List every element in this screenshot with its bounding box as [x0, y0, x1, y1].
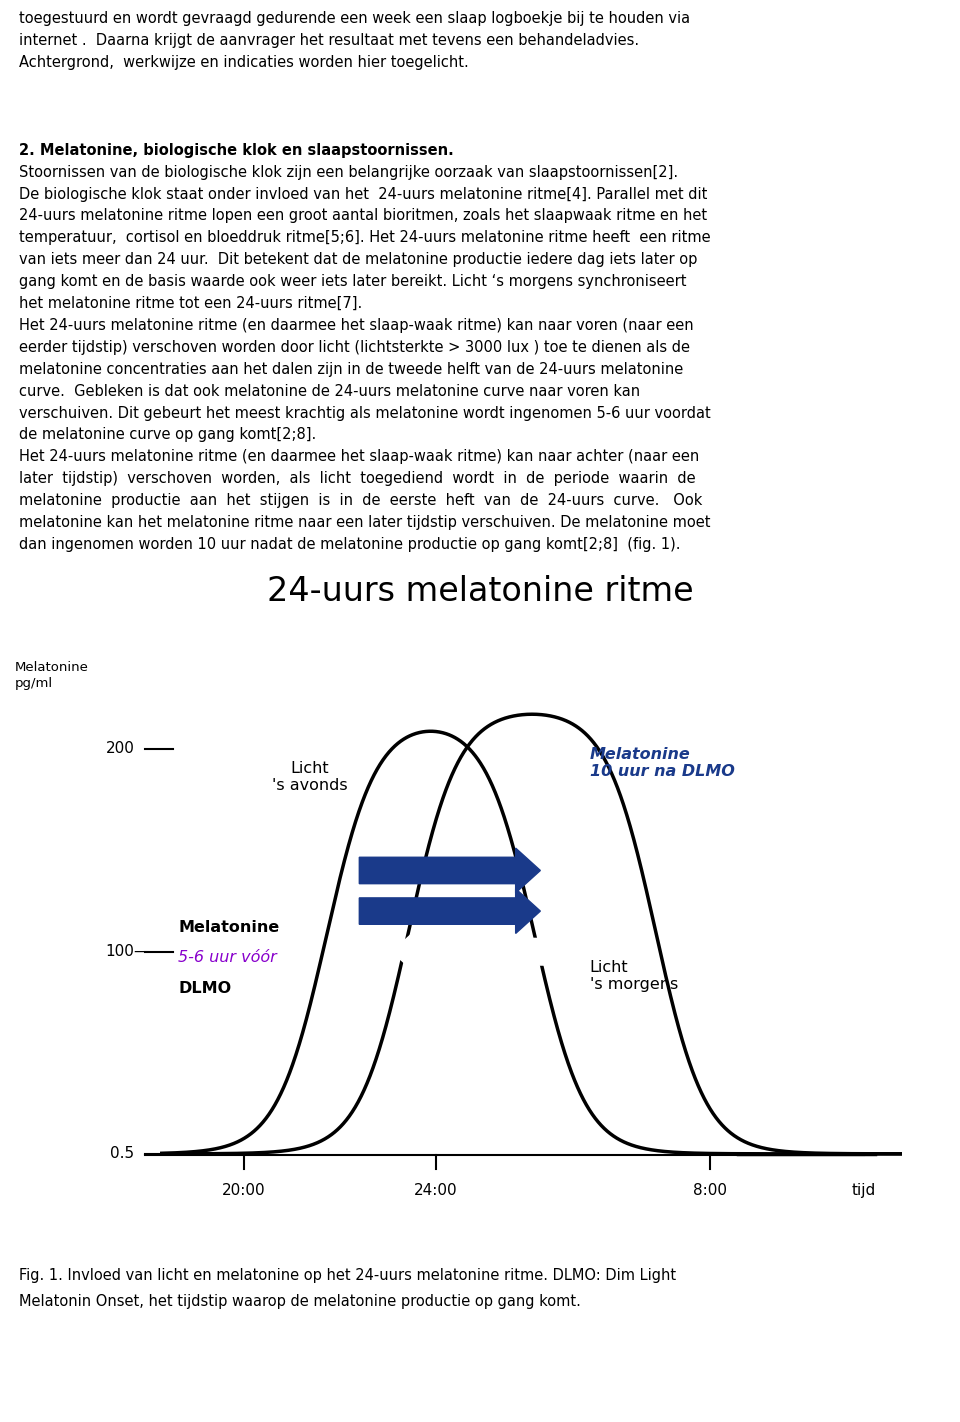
Text: 5-6 uur vóór: 5-6 uur vóór [179, 950, 277, 966]
Text: 100: 100 [106, 944, 134, 960]
Text: 24-uurs melatonine ritme: 24-uurs melatonine ritme [267, 574, 693, 609]
Text: Melatonine: Melatonine [179, 920, 279, 934]
Text: Melatonine
10 uur na DLMO: Melatonine 10 uur na DLMO [589, 747, 734, 779]
Text: 24-uurs melatonine ritme lopen een groot aantal bioritmen, zoals het slaapwaak r: 24-uurs melatonine ritme lopen een groot… [19, 209, 708, 223]
Text: van iets meer dan 24 uur.  Dit betekent dat de melatonine productie iedere dag i: van iets meer dan 24 uur. Dit betekent d… [19, 252, 698, 267]
Text: temperatuur,  cortisol en bloeddruk ritme[5;6]. Het 24-uurs melatonine ritme hee: temperatuur, cortisol en bloeddruk ritme… [19, 230, 710, 246]
FancyArrow shape [393, 930, 546, 974]
Text: 0.5: 0.5 [110, 1146, 134, 1162]
Text: —: — [132, 944, 148, 960]
FancyArrow shape [359, 889, 540, 933]
Text: melatonine concentraties aan het dalen zijn in de tweede helft van de 24-uurs me: melatonine concentraties aan het dalen z… [19, 361, 684, 377]
Text: Melatonine
pg/ml: Melatonine pg/ml [14, 661, 88, 690]
Text: 2. Melatonine, biologische klok en slaapstoornissen.: 2. Melatonine, biologische klok en slaap… [19, 142, 454, 158]
Text: de melatonine curve op gang komt[2;8].: de melatonine curve op gang komt[2;8]. [19, 428, 317, 442]
Text: Achtergrond,  werkwijze en indicaties worden hier toegelicht.: Achtergrond, werkwijze en indicaties wor… [19, 55, 468, 70]
Text: melatonine  productie  aan  het  stijgen  is  in  de  eerste  heft  van  de  24-: melatonine productie aan het stijgen is … [19, 493, 703, 508]
Text: 24:00: 24:00 [415, 1183, 458, 1199]
Text: 200: 200 [106, 741, 134, 757]
Text: Stoornissen van de biologische klok zijn een belangrijke oorzaak van slaapstoorn: Stoornissen van de biologische klok zijn… [19, 165, 679, 179]
Text: later  tijdstip)  verschoven  worden,  als  licht  toegediend  wordt  in  de  pe: later tijdstip) verschoven worden, als l… [19, 471, 696, 486]
Text: Fig. 1. Invloed van licht en melatonine op het 24-uurs melatonine ritme. DLMO: D: Fig. 1. Invloed van licht en melatonine … [19, 1268, 677, 1284]
Text: Licht
's avonds: Licht 's avonds [272, 761, 348, 793]
Text: Het 24-uurs melatonine ritme (en daarmee het slaap-waak ritme) kan naar voren (n: Het 24-uurs melatonine ritme (en daarmee… [19, 319, 694, 333]
FancyArrow shape [359, 848, 540, 893]
Text: dan ingenomen worden 10 uur nadat de melatonine productie op gang komt[2;8]  (fi: dan ingenomen worden 10 uur nadat de mel… [19, 538, 681, 552]
Text: melatonine kan het melatonine ritme naar een later tijdstip verschuiven. De mela: melatonine kan het melatonine ritme naar… [19, 515, 710, 530]
Text: Licht
's morgens: Licht 's morgens [589, 960, 678, 993]
Text: DLMO: DLMO [179, 981, 231, 995]
Text: gang komt en de basis waarde ook weer iets later bereikt. Licht ‘s morgens synch: gang komt en de basis waarde ook weer ie… [19, 274, 686, 289]
Text: Melatonin Onset, het tijdstip waarop de melatonine productie op gang komt.: Melatonin Onset, het tijdstip waarop de … [19, 1294, 581, 1310]
Text: internet .  Daarna krijgt de aanvrager het resultaat met tevens een behandeladvi: internet . Daarna krijgt de aanvrager he… [19, 33, 639, 48]
Text: 8:00: 8:00 [693, 1183, 728, 1199]
Text: tijd: tijd [852, 1183, 876, 1199]
Text: toegestuurd en wordt gevraagd gedurende een week een slaap logboekje bij te houd: toegestuurd en wordt gevraagd gedurende … [19, 11, 690, 27]
Text: eerder tijdstip) verschoven worden door licht (lichtsterkte > 3000 lux ) toe te : eerder tijdstip) verschoven worden door … [19, 340, 690, 356]
Text: 20:00: 20:00 [223, 1183, 266, 1199]
Text: De biologische klok staat onder invloed van het  24-uurs melatonine ritme[4]. Pa: De biologische klok staat onder invloed … [19, 186, 708, 202]
Text: curve.  Gebleken is dat ook melatonine de 24-uurs melatonine curve naar voren ka: curve. Gebleken is dat ook melatonine de… [19, 384, 640, 398]
Text: verschuiven. Dit gebeurt het meest krachtig als melatonine wordt ingenomen 5-6 u: verschuiven. Dit gebeurt het meest krach… [19, 405, 711, 421]
Text: het melatonine ritme tot een 24-uurs ritme[7].: het melatonine ritme tot een 24-uurs rit… [19, 296, 363, 311]
Text: Het 24-uurs melatonine ritme (en daarmee het slaap-waak ritme) kan naar achter (: Het 24-uurs melatonine ritme (en daarmee… [19, 449, 700, 465]
